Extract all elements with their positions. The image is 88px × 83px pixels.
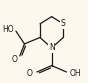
Text: OH: OH xyxy=(70,69,81,78)
Text: N: N xyxy=(49,43,55,52)
Text: O: O xyxy=(26,69,32,78)
Text: O: O xyxy=(12,55,17,64)
Text: N: N xyxy=(49,43,55,52)
Text: S: S xyxy=(61,19,66,28)
Text: S: S xyxy=(61,19,66,28)
Text: HO: HO xyxy=(2,25,14,34)
